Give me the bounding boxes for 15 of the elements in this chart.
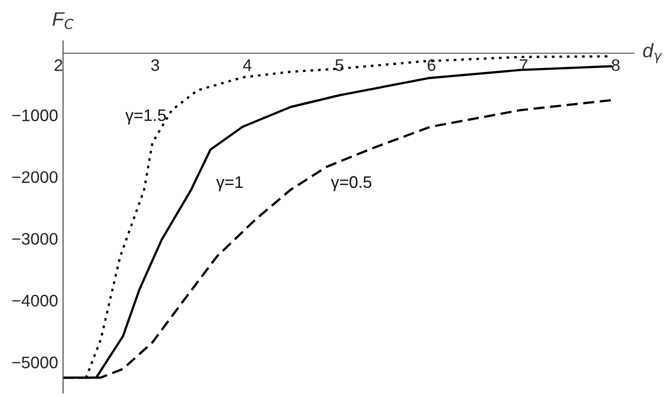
x-tick-label: 2 — [54, 59, 62, 71]
y-tick-label: −1000 — [12, 109, 58, 122]
x-tick-label: 3 — [151, 59, 160, 72]
x-tick-label: 8 — [612, 59, 620, 72]
y-tick-label: −3000 — [12, 232, 58, 245]
y-tick-label: −4000 — [12, 294, 58, 307]
x-axis-title: d$_{γ}$ — [643, 43, 662, 64]
x-tick-label: 6 — [428, 59, 436, 72]
annotation: γ=0.5 — [330, 176, 372, 192]
annotation: γ=1.5 — [125, 109, 166, 124]
annotation: γ=1 — [216, 176, 243, 192]
y-tick-label: −5000 — [12, 356, 58, 368]
x-tick-label: 4 — [243, 59, 252, 71]
y-axis-title: F$_{C}$ — [52, 12, 74, 30]
y-tick-label: −2000 — [12, 171, 58, 184]
